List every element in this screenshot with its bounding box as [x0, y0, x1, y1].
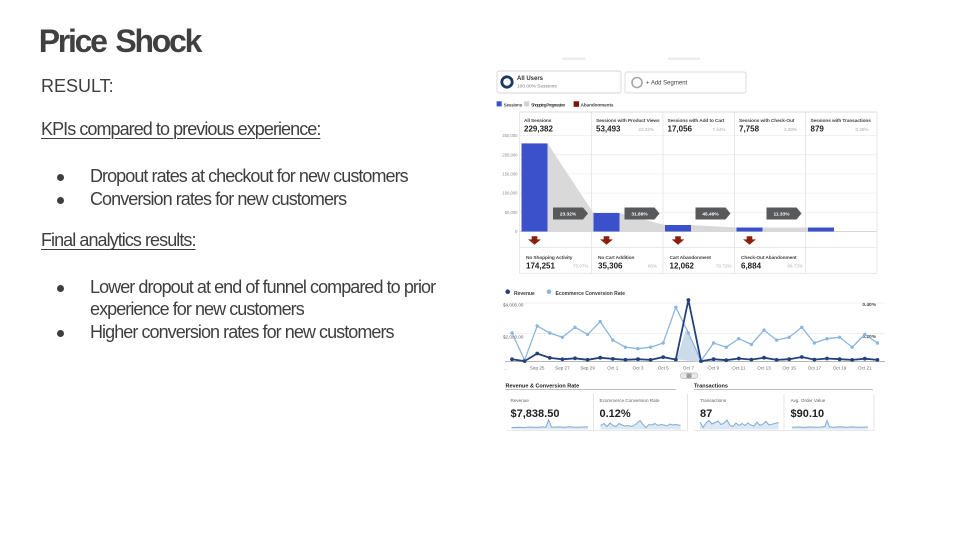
svg-text:66%: 66% [648, 264, 657, 269]
svg-text:$4,000.00: $4,000.00 [503, 302, 524, 307]
svg-text:All Users: All Users [517, 76, 544, 82]
svg-text:Oct 21: Oct 21 [858, 366, 872, 371]
svg-text:No Shopping Activity: No Shopping Activity [526, 255, 573, 261]
svg-text:229,382: 229,382 [524, 125, 553, 134]
svg-text:...: ... [504, 366, 508, 371]
svg-text:879: 879 [811, 125, 825, 134]
svg-text:0.38%: 0.38% [855, 127, 868, 132]
svg-text:Sep 27: Sep 27 [555, 366, 570, 371]
svg-text:Revenue: Revenue [511, 398, 530, 403]
svg-text:31.89%: 31.89% [631, 212, 648, 218]
svg-text:17,056: 17,056 [668, 125, 693, 134]
svg-text:Abandonments: Abandonments [581, 102, 614, 107]
svg-text:Oct 11: Oct 11 [732, 366, 746, 371]
svg-text:Sessions with Check-Out: Sessions with Check-Out [739, 118, 795, 124]
svg-text:$7,838.50: $7,838.50 [511, 408, 560, 420]
svg-text:7.44%: 7.44% [712, 127, 725, 132]
svg-text:$90.10: $90.10 [791, 408, 825, 420]
svg-text:12,062: 12,062 [670, 262, 695, 271]
svg-text:Oct 13: Oct 13 [757, 366, 771, 371]
svg-text:0: 0 [515, 229, 518, 234]
svg-text:Oct 1: Oct 1 [607, 366, 618, 371]
svg-text:Oct 19: Oct 19 [833, 366, 847, 371]
svg-text:Sessions with Add to Cart: Sessions with Add to Cart [668, 118, 725, 124]
svg-text:Ecommerce Conversion Rate: Ecommerce Conversion Rate [556, 291, 626, 297]
svg-text:200,000: 200,000 [502, 152, 518, 157]
svg-text:Oct 3: Oct 3 [633, 366, 644, 371]
svg-text:75.97%: 75.97% [573, 264, 589, 269]
svg-text:Transactions: Transactions [694, 384, 728, 390]
svg-text:0.12%: 0.12% [600, 408, 631, 420]
svg-text:7,758: 7,758 [739, 125, 760, 134]
svg-text:3.38%: 3.38% [784, 127, 797, 132]
svg-text:Sessions with Product Views: Sessions with Product Views [596, 118, 660, 124]
svg-text:0.40%: 0.40% [862, 302, 876, 308]
svg-text:Check-Out Abandonment: Check-Out Abandonment [741, 255, 797, 261]
svg-text:Shopping Progression: Shopping Progression [531, 102, 566, 107]
svg-text:Transactions: Transactions [700, 398, 727, 403]
svg-text:Sep 25: Sep 25 [530, 366, 545, 371]
svg-text:70.72%: 70.72% [716, 264, 732, 269]
svg-text:No Cart Addition: No Cart Addition [598, 255, 634, 261]
svg-text:Revenue & Conversion Rate: Revenue & Conversion Rate [506, 384, 580, 390]
svg-text:Oct 15: Oct 15 [782, 366, 796, 371]
svg-text:23.32%: 23.32% [638, 127, 654, 132]
svg-text:174,251: 174,251 [526, 262, 555, 271]
svg-text:Oct 9: Oct 9 [708, 366, 719, 371]
svg-text:100,000: 100,000 [502, 191, 518, 196]
svg-text:Sep 29: Sep 29 [580, 366, 595, 371]
svg-text:Ecommerce Conversion Rate: Ecommerce Conversion Rate [600, 398, 660, 403]
svg-text:11.33%: 11.33% [773, 212, 790, 218]
svg-text:Sessions with Transactions: Sessions with Transactions [811, 118, 872, 124]
svg-text:Cart Abandonment: Cart Abandonment [670, 255, 712, 261]
svg-text:Oct 17: Oct 17 [808, 366, 822, 371]
svg-text:6,884: 6,884 [741, 262, 762, 271]
svg-text:Oct 7: Oct 7 [683, 366, 694, 371]
svg-text:+ Add Segment: + Add Segment [646, 81, 688, 87]
svg-text:50,000: 50,000 [505, 210, 518, 215]
svg-text:45.49%: 45.49% [702, 212, 719, 218]
svg-text:Avg. Order Value: Avg. Order Value [791, 398, 826, 403]
svg-text:Revenue: Revenue [514, 291, 535, 297]
svg-text:Sessions: Sessions [504, 102, 523, 107]
svg-text:All Sessions: All Sessions [524, 118, 552, 124]
svg-text:100.00% Sessions: 100.00% Sessions [517, 84, 557, 90]
svg-text:Oct 5: Oct 5 [658, 366, 669, 371]
svg-text:35,306: 35,306 [598, 262, 623, 271]
svg-text:150,000: 150,000 [502, 172, 518, 177]
svg-text:250,000: 250,000 [502, 133, 518, 138]
svg-text:87: 87 [700, 408, 712, 420]
svg-text:53,493: 53,493 [596, 125, 621, 134]
svg-text:88.73%: 88.73% [787, 264, 803, 269]
svg-text:23.32%: 23.32% [560, 212, 577, 218]
